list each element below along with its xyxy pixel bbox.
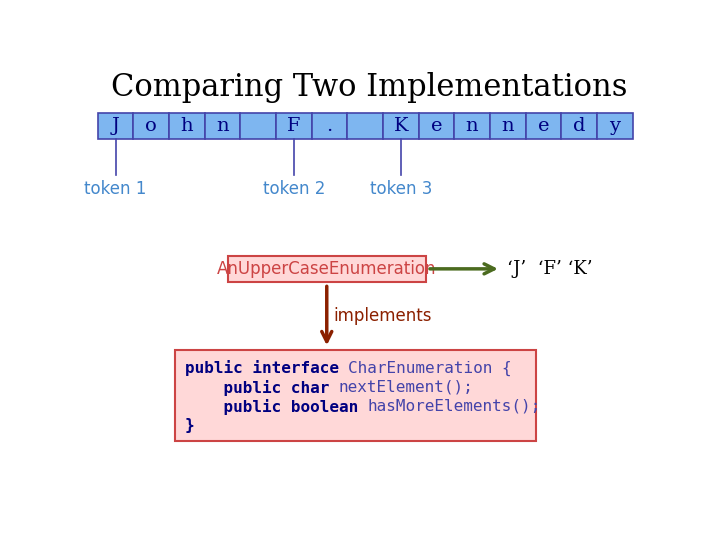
Bar	[454, 112, 490, 139]
Bar	[276, 112, 312, 139]
Text: F: F	[287, 117, 300, 134]
Bar	[490, 112, 526, 139]
Text: n: n	[466, 117, 478, 134]
Text: d: d	[573, 117, 585, 134]
Text: public boolean: public boolean	[184, 399, 367, 415]
Bar	[169, 112, 204, 139]
Text: o: o	[145, 117, 157, 134]
Text: AnUpperCaseEnumeration: AnUpperCaseEnumeration	[217, 260, 436, 278]
Bar	[175, 350, 536, 441]
Bar	[418, 112, 454, 139]
Text: e: e	[431, 117, 442, 134]
Bar	[561, 112, 597, 139]
Bar	[228, 256, 426, 282]
Bar	[383, 112, 418, 139]
Text: e: e	[538, 117, 549, 134]
Bar	[204, 112, 240, 139]
Text: y: y	[609, 117, 620, 134]
Text: public char: public char	[184, 380, 338, 396]
Text: token 2: token 2	[263, 180, 325, 198]
Text: hasMoreElements();: hasMoreElements();	[367, 399, 541, 414]
Text: h: h	[181, 117, 193, 134]
Text: token 1: token 1	[84, 180, 147, 198]
Text: nextElement();: nextElement();	[338, 380, 473, 395]
Bar	[98, 112, 133, 139]
Text: }: }	[184, 418, 194, 433]
Bar	[347, 112, 383, 139]
Bar	[526, 112, 561, 139]
Bar	[312, 112, 347, 139]
Text: ‘J’  ‘F’ ‘K’: ‘J’ ‘F’ ‘K’	[507, 260, 593, 278]
Text: n: n	[216, 117, 229, 134]
Text: n: n	[501, 117, 514, 134]
Text: CharEnumeration {: CharEnumeration {	[348, 361, 512, 376]
Text: implements: implements	[333, 307, 431, 325]
Text: token 3: token 3	[369, 180, 432, 198]
Text: public interface: public interface	[184, 361, 348, 376]
Bar	[240, 112, 276, 139]
Text: .: .	[326, 117, 333, 134]
Bar	[597, 112, 632, 139]
Bar	[133, 112, 169, 139]
Text: J: J	[112, 117, 120, 134]
Text: Comparing Two Implementations: Comparing Two Implementations	[111, 72, 627, 103]
Text: K: K	[394, 117, 408, 134]
